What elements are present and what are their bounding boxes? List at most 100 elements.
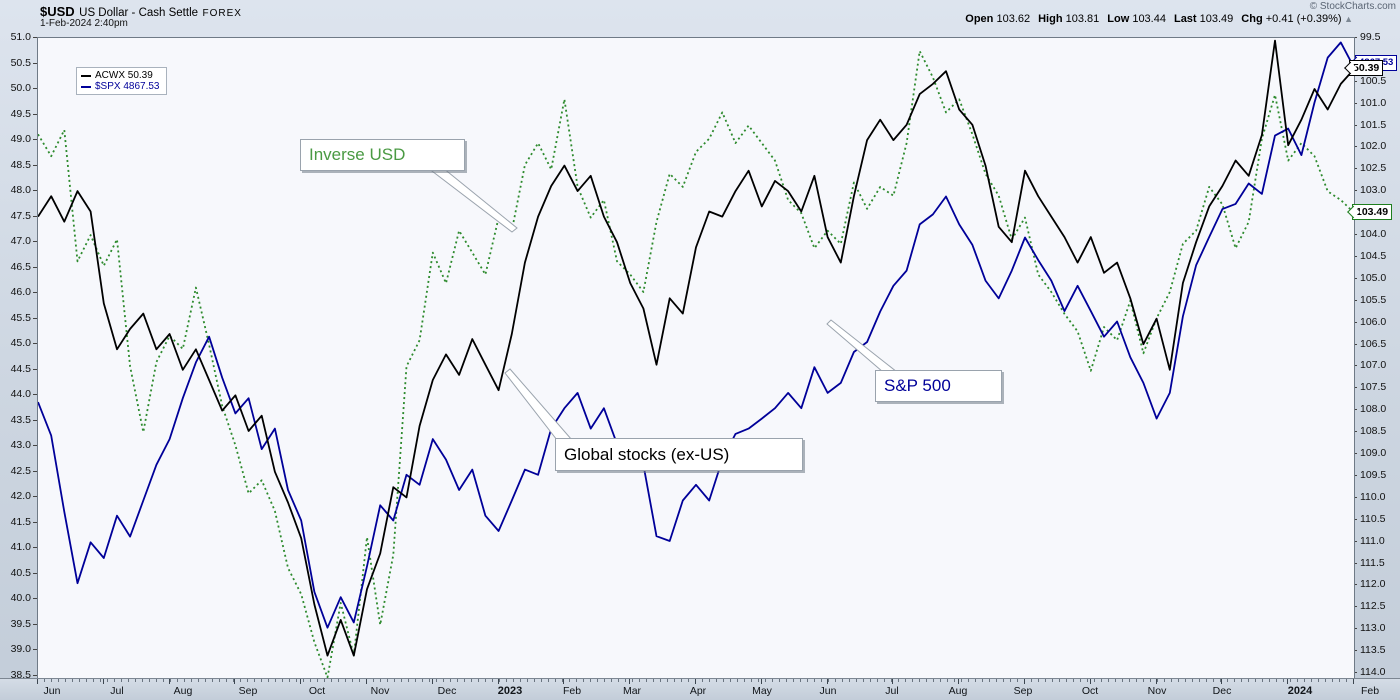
callout-global-stocks: Global stocks (ex-US)	[555, 438, 803, 471]
left-axis-tick	[33, 623, 37, 625]
left-axis-label: 46.0	[10, 286, 31, 299]
month-label: Aug	[173, 685, 193, 697]
month-tick	[234, 679, 236, 684]
right-axis-label: 101.0	[1360, 96, 1387, 109]
right-axis-label: 103.0	[1360, 184, 1387, 197]
change-direction-icon: ▲	[1341, 14, 1353, 24]
quote-label-open: Open	[965, 13, 994, 25]
right-axis-label: 109.5	[1360, 468, 1387, 481]
month-label: Dec	[1212, 685, 1232, 697]
right-axis-tick	[1353, 299, 1357, 301]
right-axis-tick	[1353, 168, 1357, 170]
callout-text-inverse-usd: Inverse USD	[309, 145, 406, 164]
symbol: $USD	[40, 4, 75, 19]
left-axis-label: 49.0	[10, 133, 31, 146]
left-axis-tick	[33, 62, 37, 64]
right-axis-label: 104.0	[1360, 228, 1387, 241]
right-axis-label: 112.5	[1360, 600, 1386, 613]
right-axis-label: 105.5	[1360, 293, 1387, 306]
left-axis-label: 42.0	[10, 490, 31, 503]
month-label: Oct	[1081, 685, 1099, 697]
right-axis-tick	[1353, 453, 1357, 455]
right-axis-label: 114.0	[1360, 666, 1386, 678]
right-axis-tick	[1353, 518, 1357, 520]
left-axis-label: 43.0	[10, 439, 31, 452]
right-axis-label: 111.0	[1360, 534, 1385, 547]
left-axis-tick	[33, 113, 37, 115]
month-label: Jul	[885, 685, 899, 697]
left-axis-tick	[33, 190, 37, 192]
month-tick	[1089, 679, 1091, 684]
month-label: Mar	[622, 685, 642, 697]
left-axis-tick	[33, 445, 37, 447]
left-axis-tick	[33, 292, 37, 294]
right-axis-tick	[1353, 431, 1357, 433]
callout-sp500: S&P 500	[875, 370, 1002, 402]
month-tick	[366, 679, 367, 684]
left-axis-label: 42.5	[10, 464, 31, 477]
right-axis-tick	[1353, 146, 1357, 148]
month-label: Nov	[1147, 685, 1167, 697]
left-axis-tick	[33, 317, 37, 319]
left-axis-tick	[33, 139, 37, 141]
right-axis-tick	[1353, 474, 1357, 476]
legend-line-swatch	[81, 85, 91, 88]
left-axis-label: 39.5	[10, 617, 31, 630]
month-tick	[1353, 679, 1354, 684]
plot-area[interactable]: ACWX 50.39$SPX 4867.53 $USD (Daily) 103.…	[37, 37, 1355, 680]
right-axis-tick	[1353, 540, 1357, 542]
left-axis-tick	[33, 37, 37, 38]
left-axis-tick	[33, 572, 37, 574]
left-axis-label: 44.5	[10, 362, 31, 375]
left-axis-label: 50.0	[10, 82, 31, 95]
price-lines	[38, 39, 1354, 679]
acwx-tag: 50.39	[1349, 60, 1384, 76]
month-tick	[695, 679, 696, 684]
left-axis-tick	[33, 164, 37, 166]
month-tick	[37, 679, 38, 684]
right-axis-label: 107.5	[1360, 381, 1387, 394]
right-axis-tick	[1353, 606, 1357, 608]
right-axis-tick	[1353, 190, 1357, 192]
left-axis-label: 41.5	[10, 515, 31, 528]
left-axis-tick	[33, 419, 37, 421]
left-axis-tick	[33, 649, 37, 651]
usd-tag: 103.49	[1352, 204, 1393, 220]
quote-value-low: 103.44	[1129, 13, 1166, 25]
chart-title: $USD US Dollar - Cash Settle FOREX	[40, 3, 242, 21]
right-axis-tick	[1353, 496, 1357, 498]
left-axis-label: 50.5	[10, 56, 31, 69]
left-axis-tick	[33, 394, 37, 396]
right-axis-label: 112.0	[1360, 578, 1386, 591]
month-tick	[431, 679, 433, 684]
left-axis-tick	[33, 547, 37, 549]
left-axis-label: 40.5	[10, 566, 31, 579]
month-label: Feb	[562, 685, 582, 697]
right-axis-label: 107.0	[1360, 359, 1387, 372]
right-axis-label: 113.0	[1360, 622, 1386, 635]
left-axis-tick	[33, 266, 37, 268]
right-axis-tick	[1353, 37, 1357, 38]
month-tick	[1155, 679, 1157, 684]
month-label: Feb	[1360, 685, 1380, 697]
left-axis-tick	[33, 241, 37, 243]
left-axis-label: 48.0	[10, 184, 31, 197]
right-axis-tick	[1353, 365, 1357, 367]
left-axis-label: 47.0	[10, 235, 31, 248]
series-line--usd-daily-	[38, 50, 1354, 679]
callout-inverse-usd: Inverse USD	[300, 139, 465, 171]
right-axis-label: 113.5	[1360, 644, 1386, 657]
right-axis-label: 110.5	[1360, 512, 1386, 525]
right-axis-tick	[1353, 584, 1357, 586]
month-tick	[102, 679, 104, 684]
right-axis-tick	[1353, 124, 1357, 126]
right-axis-label: 104.5	[1360, 249, 1387, 262]
series-line-acwx	[38, 39, 1354, 657]
month-label: Sep	[238, 685, 258, 697]
right-axis-label: 100.5	[1360, 74, 1387, 87]
chart-datetime: 1-Feb-2024 2:40pm	[40, 18, 128, 29]
legend-item: ACWX 50.39	[81, 70, 160, 81]
right-axis-tick	[1353, 234, 1357, 236]
right-axis-label: 109.0	[1360, 447, 1387, 460]
right-axis-tick	[1353, 343, 1357, 345]
